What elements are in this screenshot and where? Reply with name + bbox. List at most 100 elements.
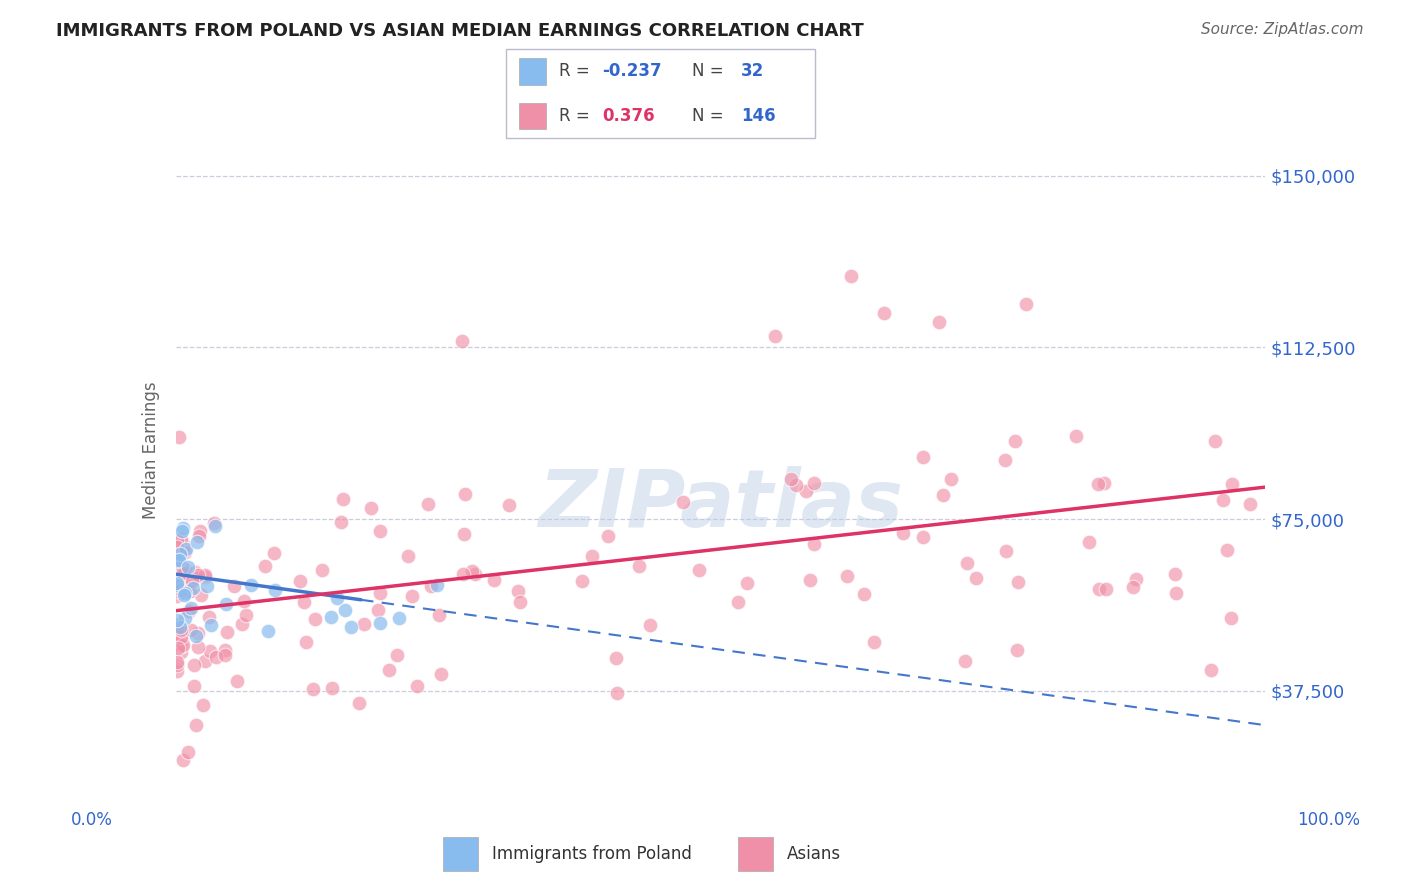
Point	[166, 658, 188, 673]
Point	[796, 484, 818, 499]
Bar	[738, 837, 773, 871]
Point	[176, 584, 198, 599]
Point	[174, 563, 197, 577]
Text: 146: 146	[741, 107, 776, 125]
Text: Immigrants from Poland: Immigrants from Poland	[492, 845, 692, 863]
Point	[167, 553, 190, 567]
Point	[191, 698, 214, 712]
Point	[186, 535, 208, 549]
Point	[173, 538, 195, 552]
Point	[928, 315, 950, 329]
Point	[1087, 476, 1109, 491]
Point	[1219, 611, 1241, 625]
Point	[292, 595, 315, 609]
Point	[311, 563, 333, 577]
Point	[606, 686, 628, 700]
Point	[1125, 572, 1147, 586]
Point	[181, 574, 204, 588]
Point	[628, 558, 651, 573]
Point	[181, 582, 204, 596]
Point	[184, 717, 207, 731]
Point	[1220, 477, 1243, 491]
Point	[188, 524, 211, 538]
Point	[368, 616, 391, 631]
Point	[174, 542, 197, 557]
Point	[166, 665, 188, 679]
Point	[194, 655, 217, 669]
Point	[183, 679, 205, 693]
Point	[932, 487, 955, 501]
Point	[166, 533, 188, 548]
Point	[785, 478, 807, 492]
Point	[301, 682, 323, 697]
Point	[197, 609, 219, 624]
Point	[1094, 582, 1116, 596]
Point	[387, 648, 409, 663]
Point	[571, 574, 593, 589]
Point	[1015, 297, 1038, 311]
Point	[430, 667, 453, 681]
Point	[965, 571, 987, 585]
Bar	[519, 103, 547, 129]
Point	[173, 611, 195, 625]
Point	[835, 569, 858, 583]
Point	[427, 608, 450, 623]
Point	[187, 567, 209, 582]
Point	[172, 521, 194, 535]
Point	[170, 645, 193, 659]
Point	[1007, 574, 1029, 589]
Point	[1005, 642, 1028, 657]
Point	[596, 529, 619, 543]
Point	[214, 597, 236, 611]
Bar	[443, 837, 478, 871]
Text: 0.376: 0.376	[602, 107, 655, 125]
Point	[214, 648, 236, 662]
Point	[170, 630, 193, 644]
Point	[1088, 582, 1111, 596]
Point	[166, 613, 188, 627]
Point	[482, 573, 505, 587]
Point	[169, 532, 191, 546]
Point	[347, 696, 370, 710]
Point	[173, 574, 195, 588]
Point	[215, 624, 238, 639]
Point	[332, 491, 354, 506]
Point	[727, 594, 749, 608]
Point	[166, 640, 188, 655]
Point	[333, 602, 356, 616]
Point	[329, 515, 352, 529]
Point	[1004, 434, 1026, 449]
Point	[735, 576, 758, 591]
Point	[166, 583, 188, 598]
Point	[240, 578, 263, 592]
Point	[177, 745, 200, 759]
Point	[994, 452, 1017, 467]
Point	[1064, 429, 1087, 443]
Point	[1212, 492, 1234, 507]
Text: 100.0%: 100.0%	[1298, 811, 1360, 829]
Point	[416, 497, 439, 511]
Point	[803, 537, 825, 551]
Point	[1199, 663, 1222, 677]
Point	[1163, 566, 1185, 581]
Point	[184, 629, 207, 643]
Point	[454, 487, 477, 501]
Point	[172, 753, 194, 767]
Point	[177, 560, 200, 574]
Point	[420, 579, 443, 593]
Point	[340, 620, 363, 634]
Point	[180, 624, 202, 638]
Text: IMMIGRANTS FROM POLAND VS ASIAN MEDIAN EARNINGS CORRELATION CHART: IMMIGRANTS FROM POLAND VS ASIAN MEDIAN E…	[56, 22, 865, 40]
Point	[780, 471, 803, 485]
Point	[368, 524, 391, 539]
Point	[200, 618, 222, 632]
Point	[1122, 580, 1144, 594]
Point	[321, 610, 343, 624]
Point	[172, 638, 194, 652]
Point	[166, 575, 188, 590]
Point	[167, 579, 190, 593]
Point	[638, 618, 661, 632]
Point	[170, 623, 193, 637]
Point	[873, 306, 896, 320]
Point	[224, 579, 246, 593]
